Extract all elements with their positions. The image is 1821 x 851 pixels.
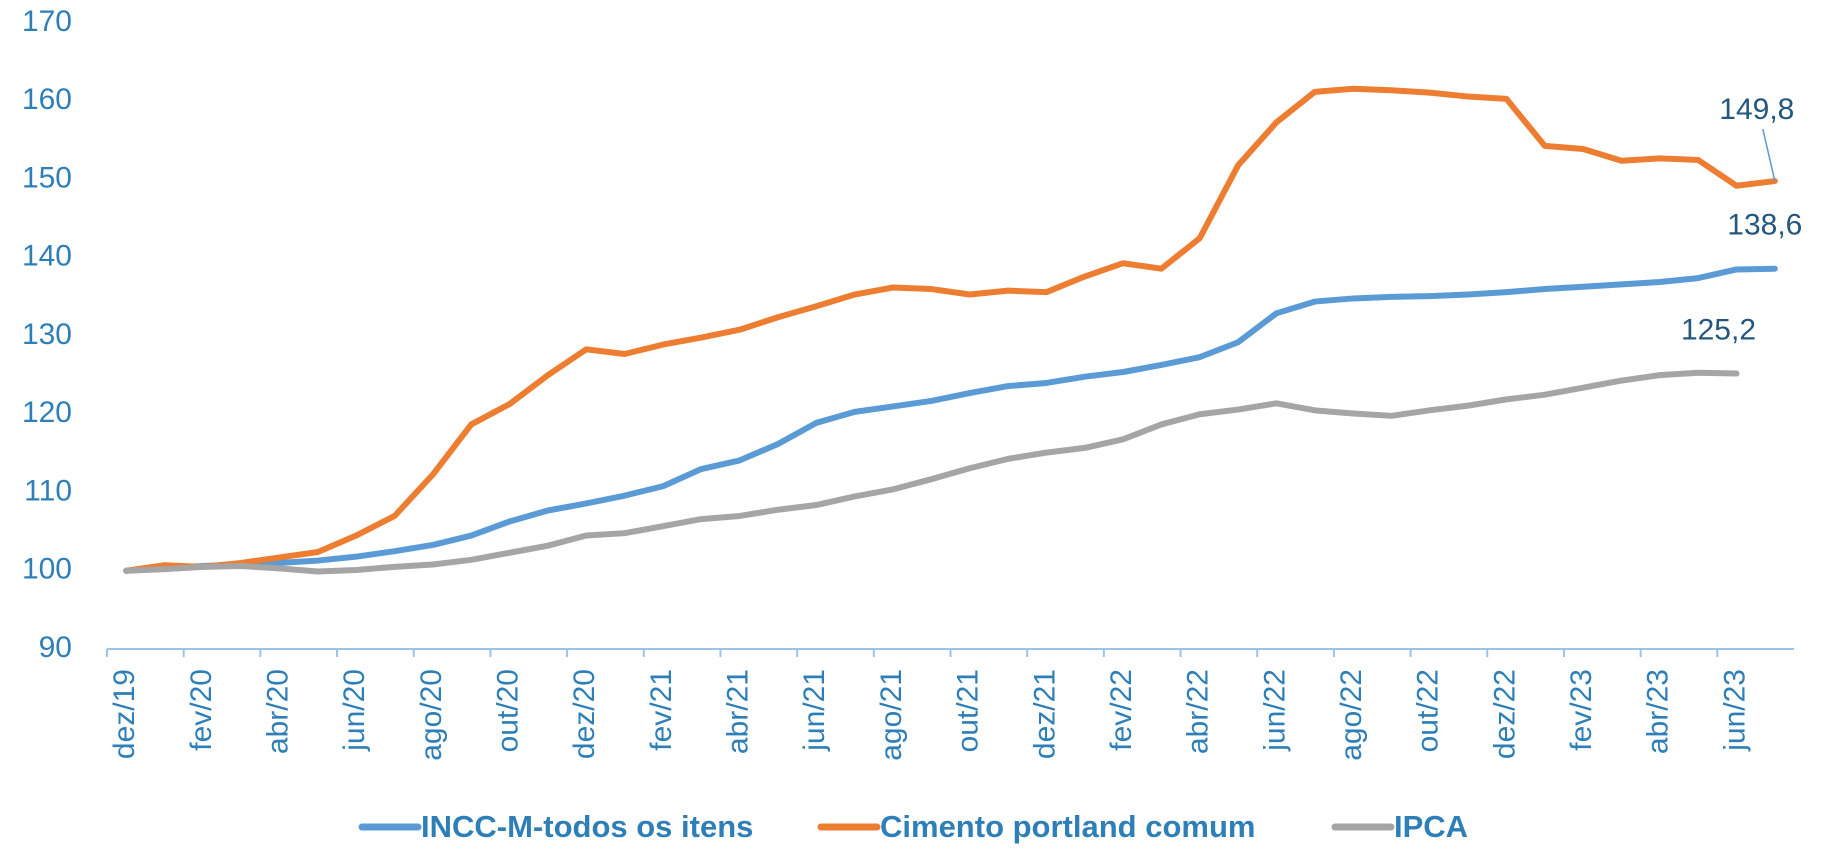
x-tick-label: jun/21 bbox=[798, 669, 831, 752]
y-tick-label: 140 bbox=[22, 240, 72, 273]
x-tick-label: jun/22 bbox=[1258, 669, 1291, 752]
x-tick-label: ago/20 bbox=[415, 669, 448, 761]
legend-label: IPCA bbox=[1394, 809, 1468, 844]
x-tick-label: dez/21 bbox=[1028, 669, 1061, 759]
y-tick-label: 160 bbox=[22, 83, 72, 116]
legend-label: INCC-M-todos os itens bbox=[421, 809, 753, 844]
x-tick-label: jun/23 bbox=[1718, 669, 1751, 752]
x-tick-label: out/21 bbox=[952, 669, 985, 752]
x-tick-label: dez/22 bbox=[1488, 669, 1521, 759]
series-line bbox=[123, 85, 1778, 574]
data-label: 138,6 bbox=[1727, 209, 1802, 242]
y-tick-label: 110 bbox=[24, 474, 72, 507]
x-tick-label: out/22 bbox=[1412, 669, 1445, 752]
x-tick-label: fev/21 bbox=[645, 669, 678, 751]
y-tick-label: 150 bbox=[22, 161, 72, 194]
x-tick-label: ago/22 bbox=[1335, 669, 1368, 761]
legend-label: Cimento portland comum bbox=[880, 809, 1255, 844]
x-tick-label: fev/20 bbox=[185, 669, 218, 751]
x-tick-label: dez/20 bbox=[568, 669, 601, 759]
x-tick-label: abr/20 bbox=[261, 669, 294, 754]
x-tick-label: ago/21 bbox=[875, 669, 908, 761]
y-tick-label: 90 bbox=[39, 631, 72, 664]
y-tick-label: 130 bbox=[22, 318, 72, 351]
data-label: 125,2 bbox=[1681, 313, 1756, 346]
x-tick-label: abr/21 bbox=[722, 669, 755, 754]
leader-line bbox=[1762, 128, 1776, 182]
y-tick-label: 170 bbox=[22, 5, 72, 38]
x-tick-label: fev/22 bbox=[1105, 669, 1138, 751]
x-tick-label: abr/22 bbox=[1182, 669, 1215, 754]
x-tick-label: fev/23 bbox=[1565, 669, 1598, 751]
y-tick-label: 100 bbox=[22, 553, 72, 586]
x-tick-label: jun/20 bbox=[338, 669, 371, 752]
series-line bbox=[123, 369, 1740, 575]
y-tick-label: 120 bbox=[22, 396, 72, 429]
x-tick-label: out/20 bbox=[492, 669, 525, 752]
data-label: 149,8 bbox=[1719, 93, 1794, 126]
series-line bbox=[123, 265, 1778, 574]
x-tick-label: abr/23 bbox=[1642, 669, 1675, 754]
x-tick-label: dez/19 bbox=[108, 669, 141, 759]
